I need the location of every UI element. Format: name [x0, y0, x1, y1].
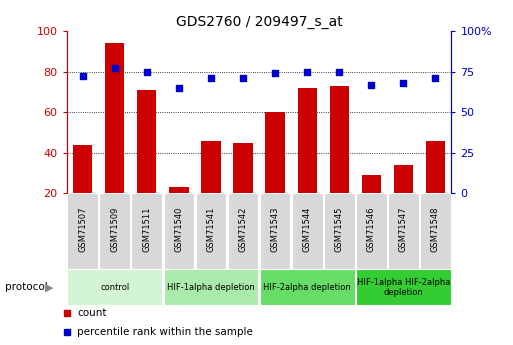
Bar — [260, 269, 354, 305]
Text: ▶: ▶ — [45, 282, 53, 292]
Text: GSM71541: GSM71541 — [206, 207, 215, 252]
Point — [143, 69, 151, 74]
Bar — [420, 193, 451, 269]
Text: GSM71546: GSM71546 — [367, 207, 376, 253]
Point — [431, 75, 440, 81]
Bar — [393, 165, 413, 193]
Bar — [426, 140, 445, 193]
Bar — [100, 193, 130, 269]
Bar — [73, 145, 92, 193]
Text: HIF-1alpha HIF-2alpha
depletion: HIF-1alpha HIF-2alpha depletion — [357, 277, 450, 297]
Bar — [228, 193, 259, 269]
Bar — [233, 142, 252, 193]
Text: GSM71544: GSM71544 — [303, 207, 312, 252]
Bar — [201, 140, 221, 193]
Point — [367, 82, 376, 87]
Bar — [329, 86, 349, 193]
Bar — [105, 43, 124, 193]
Point — [271, 70, 279, 76]
Title: GDS2760 / 209497_s_at: GDS2760 / 209497_s_at — [175, 14, 343, 29]
Point — [399, 80, 407, 86]
Text: GSM71507: GSM71507 — [78, 207, 87, 253]
Text: HIF-1alpha depletion: HIF-1alpha depletion — [167, 283, 255, 292]
Text: GSM71548: GSM71548 — [431, 207, 440, 253]
Point — [207, 75, 215, 81]
Bar — [324, 193, 354, 269]
Text: GSM71511: GSM71511 — [142, 207, 151, 252]
Point — [78, 74, 87, 79]
Bar — [298, 88, 317, 193]
Text: GSM71540: GSM71540 — [174, 207, 184, 252]
Bar — [265, 112, 285, 193]
Text: count: count — [77, 308, 107, 318]
Text: GSM71545: GSM71545 — [334, 207, 344, 252]
Text: HIF-2alpha depletion: HIF-2alpha depletion — [263, 283, 351, 292]
Bar — [362, 175, 381, 193]
Text: protocol: protocol — [5, 282, 48, 292]
Bar — [137, 90, 156, 193]
Text: GSM71542: GSM71542 — [239, 207, 248, 252]
Bar — [356, 269, 451, 305]
Text: GSM71547: GSM71547 — [399, 207, 408, 253]
Text: percentile rank within the sample: percentile rank within the sample — [77, 327, 253, 337]
Bar — [169, 187, 189, 193]
Bar — [260, 193, 290, 269]
Bar — [356, 193, 387, 269]
Text: GSM71543: GSM71543 — [270, 207, 280, 253]
Text: control: control — [100, 283, 129, 292]
Bar — [195, 193, 226, 269]
Text: GSM71509: GSM71509 — [110, 207, 120, 252]
Bar — [131, 193, 162, 269]
Point — [239, 75, 247, 81]
Bar — [164, 193, 194, 269]
Point — [111, 66, 119, 71]
Point — [335, 69, 343, 74]
Bar — [164, 269, 259, 305]
Bar — [67, 193, 98, 269]
Bar — [292, 193, 323, 269]
Bar — [67, 269, 162, 305]
Bar — [388, 193, 419, 269]
Point — [175, 85, 183, 91]
Point — [303, 69, 311, 74]
